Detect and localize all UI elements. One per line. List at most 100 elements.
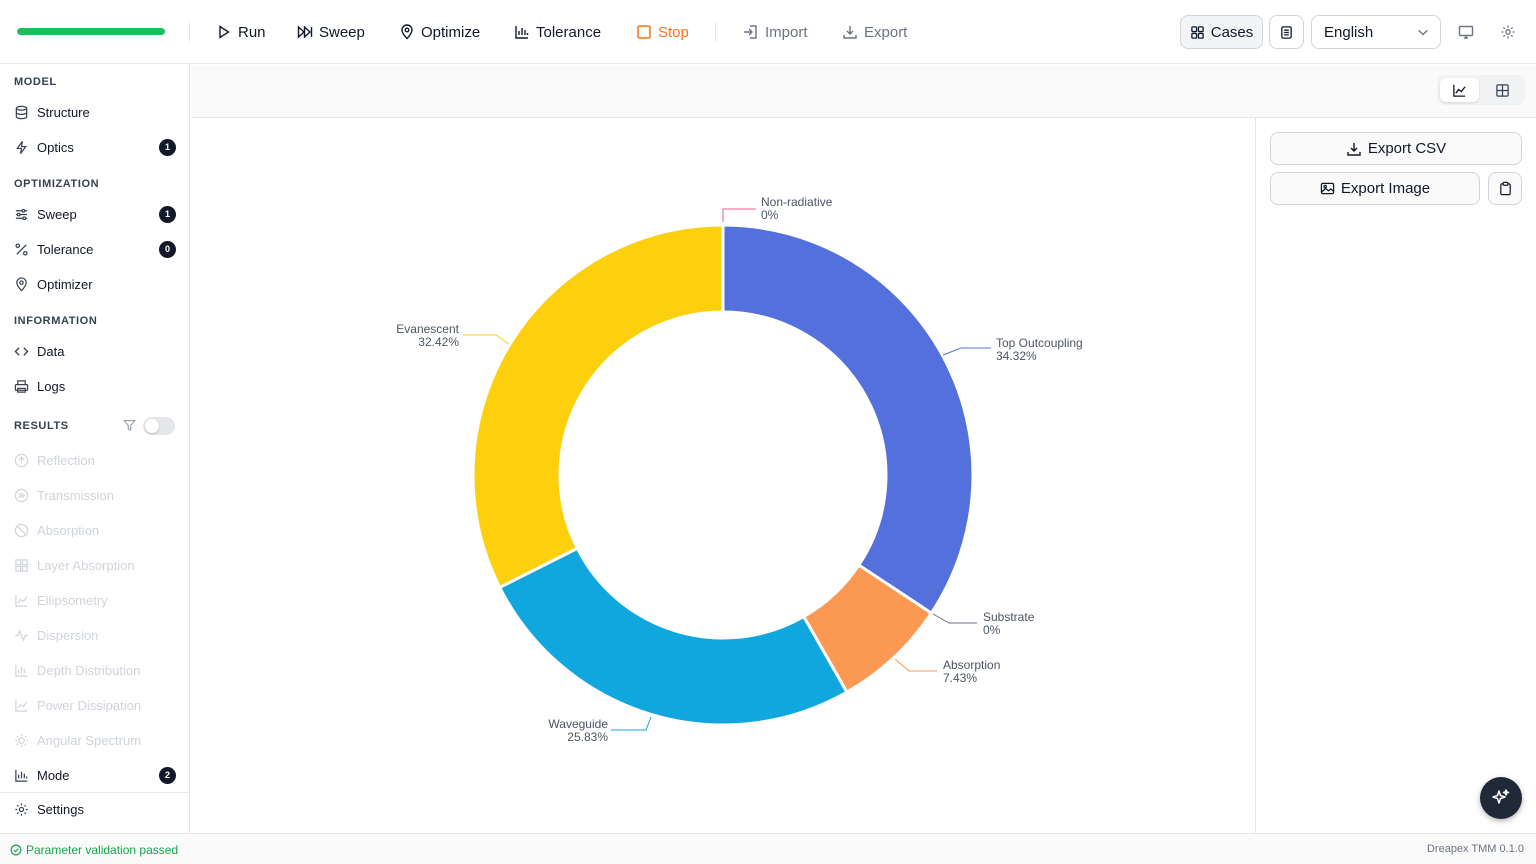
view-toggle bbox=[1437, 75, 1525, 105]
count-badge: 0 bbox=[159, 240, 176, 258]
play-icon bbox=[219, 25, 230, 39]
language-select[interactable]: English bbox=[1311, 15, 1441, 49]
export-button[interactable]: Export bbox=[842, 18, 907, 46]
ban-icon bbox=[14, 523, 29, 537]
slice-evanescent[interactable] bbox=[471, 223, 725, 589]
lightning-icon bbox=[16, 140, 27, 154]
results-filter-toggle[interactable] bbox=[143, 417, 175, 435]
label-line-absorption bbox=[894, 658, 937, 672]
sidebar-item-label: Reflection bbox=[37, 452, 95, 468]
cases-label: Cases bbox=[1210, 23, 1254, 41]
sweep-button[interactable]: Sweep bbox=[297, 18, 365, 46]
settings-gear-button[interactable] bbox=[1498, 22, 1518, 42]
check-circle-icon bbox=[10, 844, 22, 856]
tolerance-button[interactable]: Tolerance bbox=[514, 18, 601, 46]
grid-icon bbox=[1190, 25, 1204, 39]
bar-chart-icon bbox=[15, 769, 28, 782]
filter-icon[interactable] bbox=[123, 419, 136, 432]
document-icon bbox=[1281, 25, 1292, 39]
validation-status: Parameter validation passed bbox=[10, 843, 178, 857]
slice-label-absorption: Absorption bbox=[943, 658, 1000, 672]
export-image-button[interactable]: Export Image bbox=[1270, 172, 1480, 205]
label-line-non-radiative bbox=[722, 208, 756, 222]
sidebar-item-depth-distribution: Depth Distribution bbox=[14, 658, 176, 682]
document-button[interactable] bbox=[1269, 15, 1304, 49]
toolbar-divider bbox=[189, 22, 190, 42]
section-results: RESULTS bbox=[14, 420, 69, 432]
sidebar-item-optimizer[interactable]: Optimizer bbox=[14, 272, 176, 296]
sidebar-item-logs[interactable]: Logs bbox=[14, 374, 176, 398]
content-header bbox=[191, 65, 1536, 118]
image-icon bbox=[1320, 182, 1335, 195]
app-version: Dreapex TMM 0.1.0 bbox=[1426, 843, 1524, 855]
import-button[interactable]: Import bbox=[743, 18, 808, 46]
line-chart-icon bbox=[15, 699, 28, 712]
export-csv-button[interactable]: Export CSV bbox=[1270, 132, 1522, 165]
sidebar-item-settings[interactable]: Settings bbox=[14, 797, 176, 821]
sidebar-item-label: Sweep bbox=[37, 206, 77, 222]
run-button[interactable]: Run bbox=[216, 18, 266, 46]
sidebar-item-optics[interactable]: Optics 1 bbox=[14, 135, 176, 159]
slice-value-non-radiative: 0% bbox=[761, 208, 779, 222]
code-icon bbox=[14, 346, 29, 356]
download-icon bbox=[843, 26, 857, 39]
cases-button[interactable]: Cases bbox=[1180, 15, 1263, 49]
stop-button[interactable]: Stop bbox=[636, 18, 689, 46]
slice-top-outcoupling[interactable] bbox=[721, 223, 975, 615]
sparkles-icon bbox=[1492, 789, 1510, 804]
sidebar-item-label: Dispersion bbox=[37, 627, 99, 643]
sidebar-item-data[interactable]: Data bbox=[14, 339, 176, 363]
monitor-icon bbox=[1458, 25, 1474, 39]
count-badge: 2 bbox=[159, 766, 176, 784]
slice-label-evanescent: Evanescent bbox=[396, 322, 459, 336]
import-icon bbox=[744, 25, 757, 39]
slice-waveguide[interactable] bbox=[498, 546, 849, 727]
label-line-top-outcoupling bbox=[942, 347, 991, 356]
sidebar-item-label: Angular Spectrum bbox=[37, 732, 142, 748]
status-bar: Parameter validation passed Dreapex TMM … bbox=[0, 833, 1536, 864]
gear-icon bbox=[1501, 25, 1515, 39]
section-information: INFORMATION bbox=[14, 315, 98, 327]
arrow-up-circle-icon bbox=[14, 453, 29, 467]
chart-view-button[interactable] bbox=[1440, 78, 1479, 102]
bar-chart-icon bbox=[15, 664, 28, 677]
sidebar-item-label: Transmission bbox=[37, 487, 114, 503]
monitor-button[interactable] bbox=[1456, 22, 1476, 42]
export-label: Export bbox=[864, 23, 908, 41]
section-optimization: OPTIMIZATION bbox=[14, 178, 100, 190]
slice-value-evanescent: 32.42% bbox=[418, 335, 459, 349]
optimize-label: Optimize bbox=[421, 23, 481, 41]
toolbar-divider bbox=[715, 22, 716, 42]
sidebar-item-absorption: Absorption bbox=[14, 518, 176, 542]
sidebar-item-mode[interactable]: Mode 2 bbox=[14, 763, 176, 787]
layers-grid-icon bbox=[15, 558, 28, 572]
label-line-waveguide bbox=[611, 716, 652, 731]
sidebar-divider bbox=[0, 792, 189, 793]
fast-forward-circle-icon bbox=[14, 488, 29, 502]
status-message: Parameter validation passed bbox=[26, 843, 179, 857]
sidebar-item-tolerance[interactable]: Tolerance 0 bbox=[14, 237, 176, 261]
table-view-button[interactable] bbox=[1483, 78, 1522, 102]
sidebar-item-label: Absorption bbox=[37, 522, 100, 538]
copy-button[interactable] bbox=[1488, 172, 1522, 205]
map-pin-icon bbox=[16, 276, 27, 291]
printer-icon bbox=[14, 379, 29, 393]
sidebar-item-label: Ellipsometry bbox=[37, 592, 108, 608]
optimize-button[interactable]: Optimize bbox=[399, 18, 480, 46]
sidebar-item-label: Data bbox=[37, 343, 65, 359]
slice-label-non-radiative: Non-radiative bbox=[761, 195, 833, 209]
stop-icon bbox=[637, 25, 651, 39]
export-image-label: Export Image bbox=[1340, 180, 1431, 197]
database-icon bbox=[15, 105, 28, 119]
ai-assistant-button[interactable] bbox=[1480, 777, 1522, 819]
gear-icon bbox=[15, 802, 28, 816]
run-label: Run bbox=[238, 23, 266, 41]
sidebar-item-label: Settings bbox=[37, 801, 84, 817]
sidebar-item-sweep[interactable]: Sweep 1 bbox=[14, 202, 176, 226]
sidebar-item-layer-absorption: Layer Absorption bbox=[14, 553, 176, 577]
sidebar-item-label: Depth Distribution bbox=[37, 662, 141, 678]
progress-bar bbox=[17, 28, 165, 35]
sidebar-item-structure[interactable]: Structure bbox=[14, 100, 176, 124]
slice-value-absorption: 7.43% bbox=[943, 671, 977, 685]
output-panel: Export CSV Export Image bbox=[1255, 118, 1536, 833]
